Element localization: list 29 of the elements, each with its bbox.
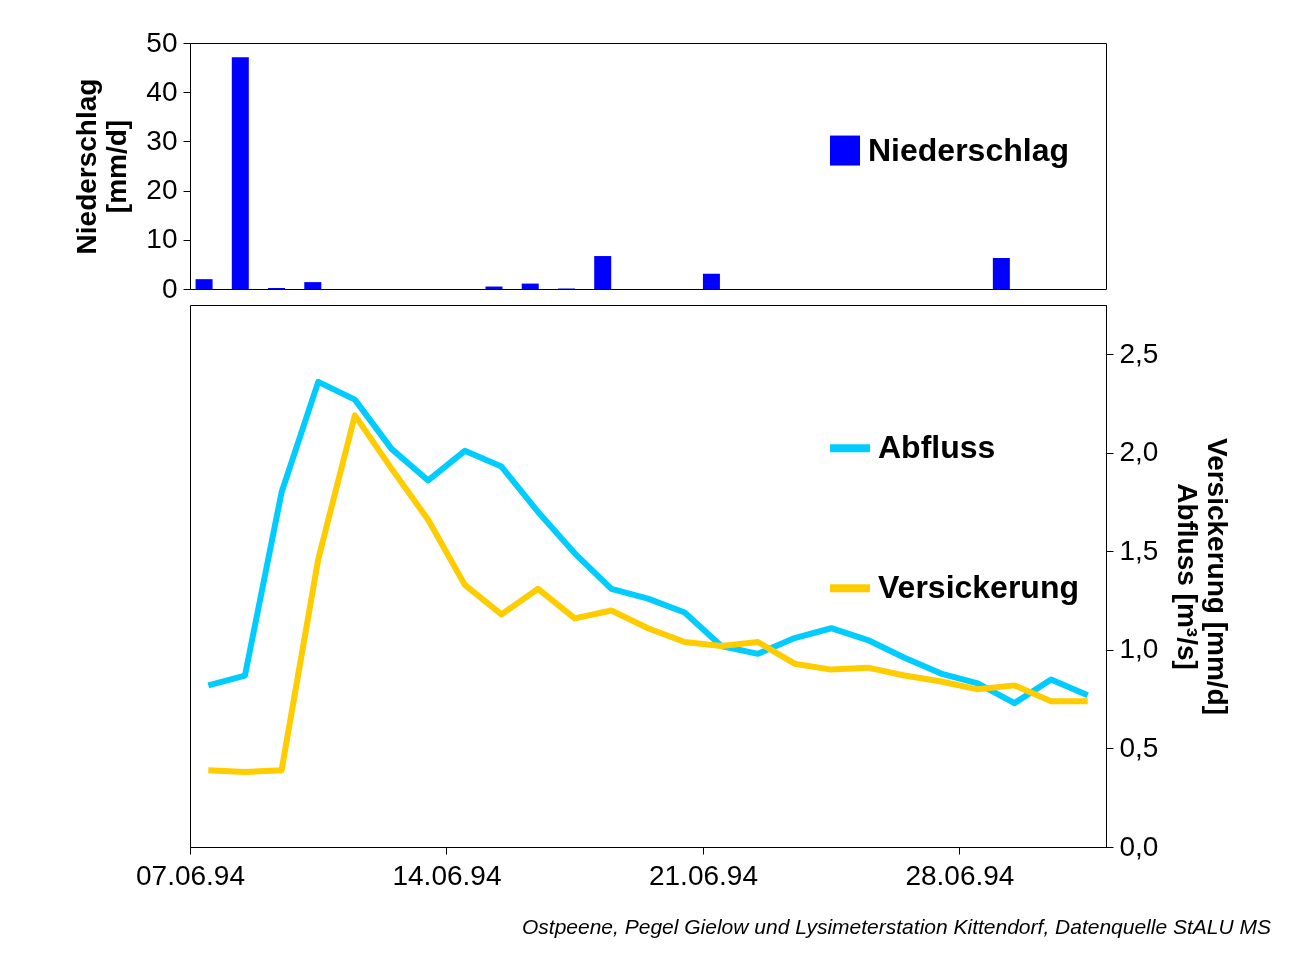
y2-tick-label: 1,5 <box>1119 534 1159 566</box>
y2-tick-label: 0,0 <box>1119 830 1159 862</box>
y2-axis-title: Versickerung [mm/d] Abfluss [m³/s] <box>1172 438 1234 715</box>
y2-tick-label: 2,0 <box>1119 436 1159 468</box>
y-tick-label: 0 <box>161 272 178 304</box>
legend-label: Niederschlag <box>868 131 1069 168</box>
bar <box>231 57 249 289</box>
y-tick-label: 40 <box>146 75 178 107</box>
bar <box>304 282 322 289</box>
text: Ostpeene, Pegel Gielow und Lysimeterstation Kittendorf, Datenquelle StALU MS <box>521 915 1271 939</box>
bar <box>195 279 213 289</box>
bar <box>992 258 1010 289</box>
legend-label: Abfluss <box>878 429 996 466</box>
y-tick-label: 10 <box>146 223 178 255</box>
bar <box>521 283 539 289</box>
y2-tick-label: 0,5 <box>1119 731 1159 763</box>
x-tick-label: 07.06.94 <box>136 859 245 891</box>
y2-tick-label: 2,5 <box>1119 337 1159 369</box>
x-tick-label: 14.06.94 <box>392 859 502 891</box>
legend-label: Versickerung <box>878 569 1079 606</box>
y-tick-label: 50 <box>146 26 178 58</box>
bar <box>702 273 720 289</box>
y-tick-label: 20 <box>146 174 178 206</box>
y-tick-label: 30 <box>146 124 178 156</box>
x-tick-label: 21.06.94 <box>648 859 758 891</box>
y2-tick-label: 1,0 <box>1119 633 1159 665</box>
bar <box>594 256 612 289</box>
x-tick-label: 28.06.94 <box>905 859 1015 891</box>
y-axis-title: Niederschlag [mm/d] <box>71 78 133 255</box>
